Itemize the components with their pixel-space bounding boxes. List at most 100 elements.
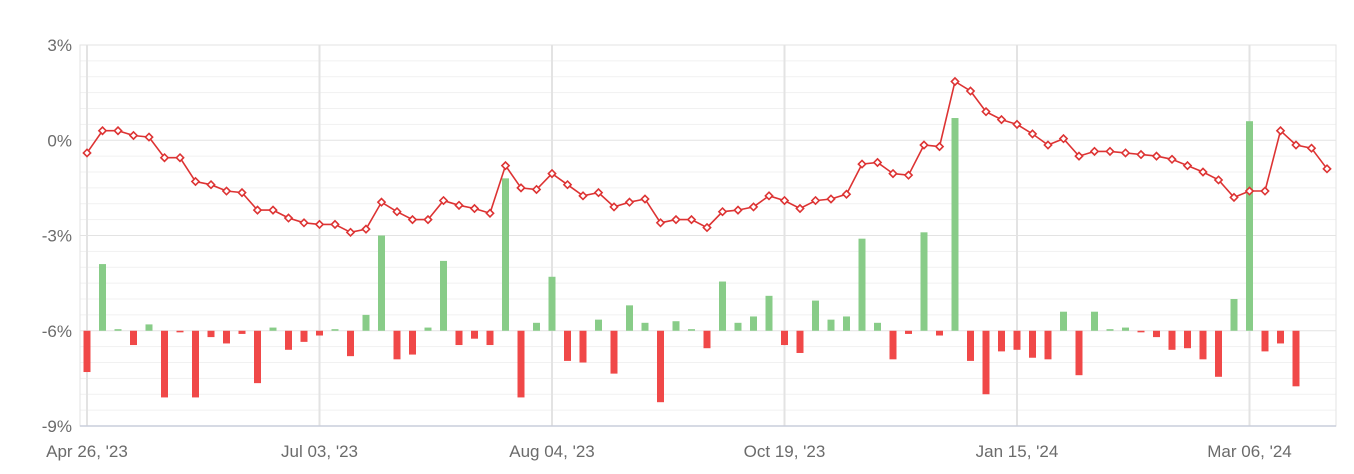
bar [238, 330, 246, 334]
bar [641, 322, 649, 331]
line-point-marker [438, 195, 449, 206]
line-point-marker [872, 157, 883, 168]
bar [254, 330, 261, 384]
bar [719, 281, 726, 331]
bar [626, 305, 633, 331]
line-point-marker [128, 130, 139, 141]
line-point-marker [671, 214, 681, 225]
bar [1106, 329, 1114, 331]
line-point-marker [702, 222, 712, 233]
line-point-marker [1105, 146, 1115, 157]
line-point-marker [562, 179, 573, 190]
line-point-marker [903, 170, 914, 180]
bar [548, 276, 556, 331]
bar [1137, 330, 1145, 333]
bar [440, 260, 447, 331]
x-tick-label: Apr 26, '23 [46, 442, 128, 461]
bar [331, 329, 339, 331]
x-tick-label: Aug 04, '23 [509, 442, 594, 461]
bar [672, 321, 680, 331]
line-point-marker [919, 140, 929, 150]
bar [161, 330, 168, 398]
line-point-marker [1089, 146, 1100, 157]
line-point-marker [826, 194, 836, 204]
line-point-marker [640, 194, 650, 204]
line-point-marker [578, 191, 588, 201]
bar [796, 330, 804, 353]
bar-series [83, 118, 1300, 403]
bar [207, 330, 215, 338]
line-series [82, 76, 1332, 238]
line-point-marker [159, 152, 170, 163]
line-point-marker [392, 206, 402, 217]
line-point-marker [779, 195, 790, 206]
bar [858, 238, 866, 331]
line-point-marker [1074, 151, 1084, 161]
line-point-marker [1151, 151, 1162, 161]
line-point-marker [1167, 154, 1177, 165]
bar [393, 330, 401, 360]
line-point-marker [1291, 140, 1301, 150]
line-point-marker [1182, 160, 1193, 171]
bar [471, 330, 478, 339]
bar [564, 330, 571, 361]
line-point-marker [655, 218, 666, 228]
y-tick-label: -6% [42, 322, 72, 341]
bar [1215, 330, 1222, 377]
bar [1122, 327, 1129, 331]
line-point-marker [609, 202, 619, 212]
bar [936, 330, 943, 336]
line-point-marker [748, 202, 759, 212]
line-point-marker [1244, 186, 1255, 196]
line-point-marker [1213, 175, 1224, 185]
bar [734, 322, 742, 331]
grid [79, 44, 1337, 427]
bar [99, 264, 106, 331]
line-point-marker [965, 86, 976, 96]
line-point-marker [485, 208, 495, 219]
bar [114, 329, 122, 331]
line-point-marker [981, 106, 991, 117]
x-tick-label: Jan 15, '24 [976, 442, 1059, 461]
line-point-marker [1058, 133, 1069, 144]
line-point-marker [1229, 192, 1239, 203]
line-point-marker [469, 203, 480, 214]
line-point-marker [454, 200, 464, 211]
bar [657, 330, 664, 403]
bar [889, 330, 897, 360]
y-tick-label: 0% [47, 131, 72, 150]
line-point-marker [237, 187, 247, 198]
bar [1230, 299, 1238, 331]
bar [223, 330, 230, 344]
bar [998, 330, 1005, 352]
bar [1060, 311, 1067, 331]
line-point-marker [1012, 119, 1022, 130]
bar [486, 330, 494, 346]
bar [130, 330, 137, 346]
bar [610, 330, 618, 374]
bar [1261, 330, 1269, 352]
bar [1199, 330, 1207, 360]
line-point-marker [593, 187, 604, 198]
line-point-marker [1306, 143, 1317, 153]
bar [1013, 330, 1021, 350]
bar [455, 330, 463, 346]
y-axis: 3% 0% -3% -6% -9% [42, 36, 72, 436]
bar [982, 330, 990, 395]
bar [967, 330, 974, 361]
line-point-marker [423, 214, 433, 225]
line-point-marker [113, 125, 123, 136]
line-point-marker [1198, 167, 1208, 177]
bar [1246, 121, 1253, 331]
bar [1277, 330, 1284, 344]
line-point-marker [268, 205, 278, 215]
bar [765, 295, 773, 331]
line-point-marker [810, 195, 821, 206]
line-point-marker [950, 76, 960, 87]
line-point-marker [144, 132, 154, 142]
bar [1153, 330, 1160, 338]
bar [703, 330, 711, 349]
x-tick-label: Mar 06, '24 [1207, 442, 1292, 461]
